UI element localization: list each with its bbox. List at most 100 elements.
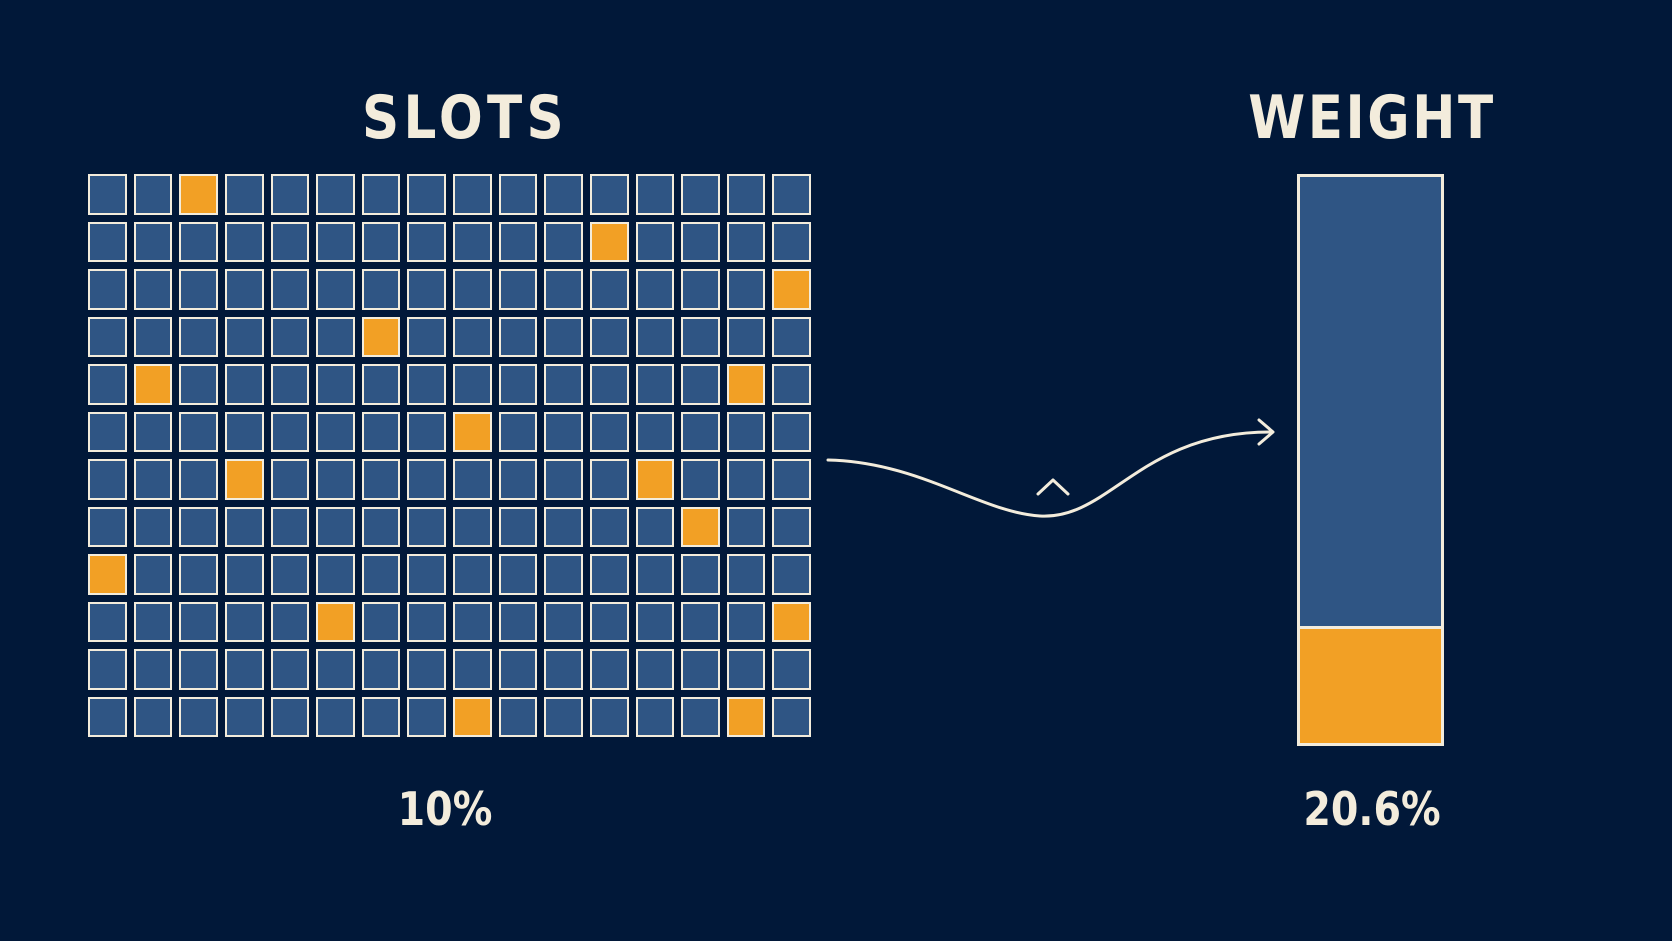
slot-cell (772, 174, 811, 215)
slot-cell-highlighted (772, 269, 811, 310)
slot-cell (772, 411, 811, 452)
slots-percent-label: 10% (397, 782, 493, 836)
slot-cell-highlighted (179, 174, 218, 215)
slot-cell (772, 459, 811, 500)
slot-cell (179, 506, 218, 547)
slot-cell (133, 554, 173, 595)
slot-cell (453, 364, 492, 405)
slot-cell (270, 221, 310, 262)
slot-cell (270, 411, 310, 452)
slot-cell (270, 696, 310, 737)
slot-cell (772, 364, 811, 405)
slot-cell (726, 459, 766, 500)
slot-cell (407, 696, 446, 737)
slot-cell (270, 364, 310, 405)
slot-cell (179, 411, 218, 452)
slot-cell (224, 696, 264, 737)
slots-grid (88, 174, 811, 737)
slot-cell (361, 459, 401, 500)
slot-cell (179, 601, 218, 642)
slot-cell-highlighted (772, 601, 811, 642)
slot-cell (361, 554, 401, 595)
slot-cell (453, 316, 492, 357)
slot-cell (726, 269, 766, 310)
slot-cell (270, 649, 310, 690)
slot-cell (544, 506, 583, 547)
slot-cell (589, 411, 629, 452)
weight-fill (1300, 626, 1441, 743)
slot-cell (88, 601, 127, 642)
slot-cell (544, 649, 583, 690)
slot-cell (407, 601, 446, 642)
slot-cell (772, 696, 811, 737)
slot-cell (681, 696, 720, 737)
slot-cell (544, 316, 583, 357)
slot-cell (316, 554, 355, 595)
slot-cell (635, 696, 675, 737)
slot-cell (407, 174, 446, 215)
slot-cell (453, 221, 492, 262)
slot-cell (589, 364, 629, 405)
slot-cell (88, 696, 127, 737)
slot-cell (316, 459, 355, 500)
slot-cell (316, 411, 355, 452)
slot-cell (88, 459, 127, 500)
slot-cell (453, 601, 492, 642)
slot-cell (726, 411, 766, 452)
slot-cell (270, 174, 310, 215)
slot-cell (635, 554, 675, 595)
slot-cell (179, 554, 218, 595)
slot-cell (179, 649, 218, 690)
slot-cell (498, 459, 538, 500)
slot-cell (635, 601, 675, 642)
slot-cell (133, 316, 173, 357)
slot-cell (498, 174, 538, 215)
slot-cell (316, 506, 355, 547)
slot-cell (361, 174, 401, 215)
slot-cell (316, 316, 355, 357)
weight-bar (1297, 174, 1444, 746)
slot-cell (179, 696, 218, 737)
slot-cell (498, 364, 538, 405)
slot-cell (361, 601, 401, 642)
slot-cell (179, 269, 218, 310)
slot-cell (361, 269, 401, 310)
slot-cell (133, 411, 173, 452)
slot-cell (88, 364, 127, 405)
weight-percent-label: 20.6% (1303, 782, 1441, 836)
slot-cell (361, 221, 401, 262)
slot-cell (772, 649, 811, 690)
slot-cell (224, 506, 264, 547)
slot-cell (270, 316, 310, 357)
slot-cell (544, 601, 583, 642)
slot-cell (498, 316, 538, 357)
slot-cell (361, 506, 401, 547)
slot-cell (270, 269, 310, 310)
slot-cell (361, 411, 401, 452)
slot-cell (726, 649, 766, 690)
slot-cell (498, 411, 538, 452)
slot-cell (407, 221, 446, 262)
slot-cell (88, 506, 127, 547)
slot-cell (453, 506, 492, 547)
slot-cell (726, 221, 766, 262)
slot-cell (544, 696, 583, 737)
slot-cell (133, 601, 173, 642)
slot-cell (133, 696, 173, 737)
slot-cell (635, 269, 675, 310)
slot-cell (635, 506, 675, 547)
slot-cell-highlighted (726, 364, 766, 405)
slot-cell (681, 221, 720, 262)
slot-cell (772, 316, 811, 357)
slot-cell-highlighted (316, 601, 355, 642)
slot-cell (88, 411, 127, 452)
slot-cell (88, 221, 127, 262)
slot-cell (498, 696, 538, 737)
slot-cell (224, 649, 264, 690)
slot-cell (635, 174, 675, 215)
slot-cell (498, 649, 538, 690)
slot-cell (498, 601, 538, 642)
slot-cell (681, 459, 720, 500)
arrow-head-icon (1257, 418, 1275, 446)
slot-cell (544, 364, 583, 405)
